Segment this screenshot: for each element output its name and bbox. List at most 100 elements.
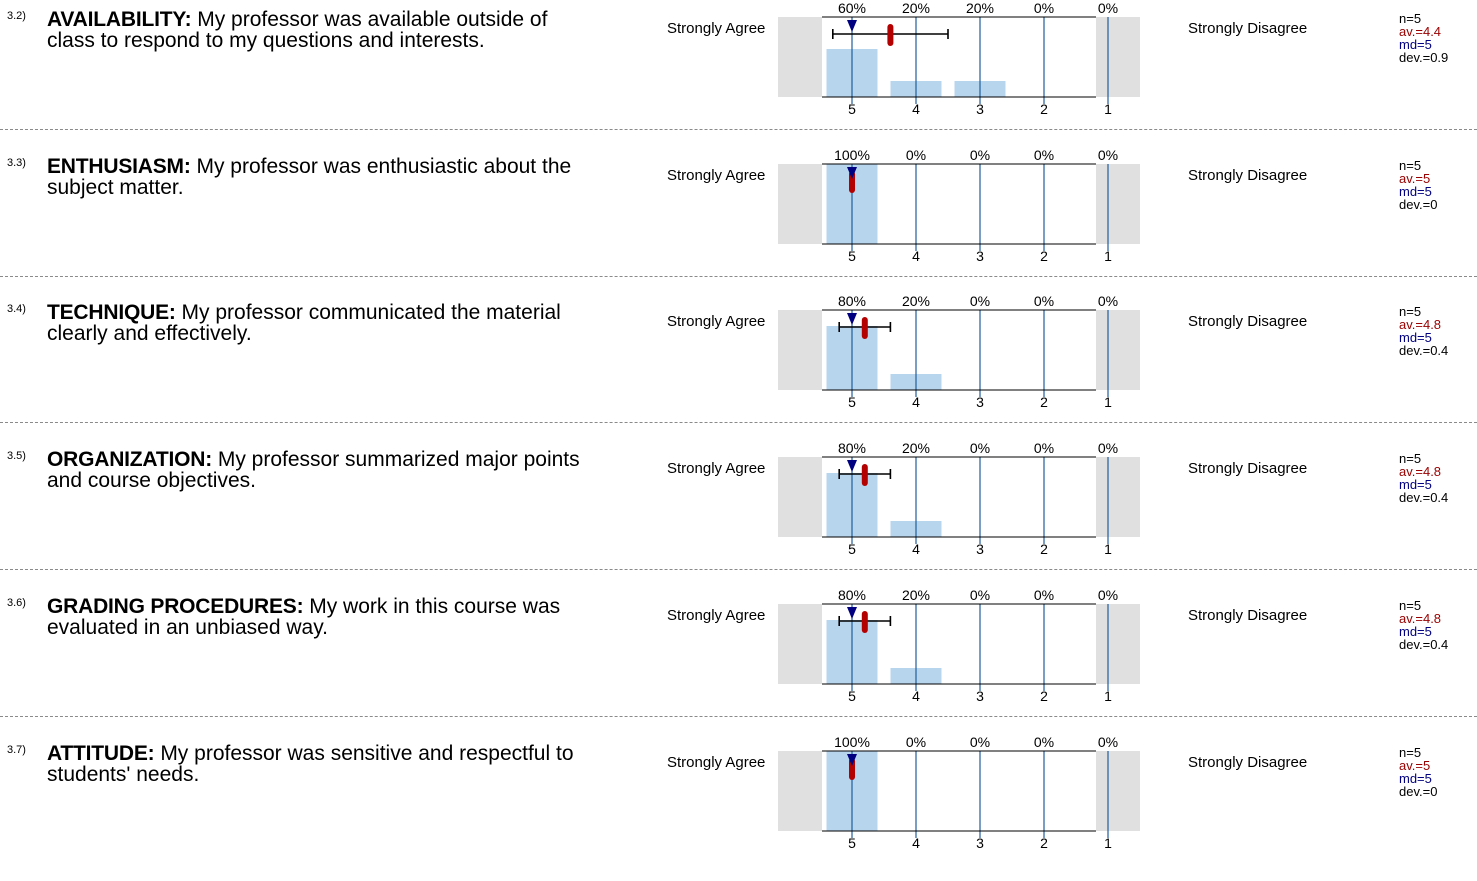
- percent-label: 0%: [1098, 587, 1118, 603]
- scale-shade-left: [778, 163, 822, 244]
- percent-label: 60%: [838, 0, 866, 16]
- percent-label: 0%: [1098, 147, 1118, 163]
- stat-deviation: dev.=0: [1399, 783, 1438, 799]
- percent-label: 0%: [970, 293, 990, 309]
- scale-label-right: Strongly Disagree: [1188, 753, 1308, 771]
- percent-label: 0%: [1034, 293, 1054, 309]
- score-tick-label: 1: [1104, 248, 1112, 264]
- score-tick-label: 2: [1040, 248, 1048, 264]
- score-tick-label: 5: [848, 101, 856, 117]
- median-marker: [847, 20, 857, 32]
- item-separator: [0, 422, 1477, 424]
- score-tick-label: 4: [912, 541, 920, 557]
- score-tick-label: 3: [976, 688, 984, 704]
- score-tick-label: 2: [1040, 394, 1048, 410]
- percent-label: 100%: [834, 734, 870, 750]
- question-body: My professor communicated the material c…: [47, 301, 561, 346]
- percent-label: 20%: [966, 0, 994, 16]
- score-tick-label: 4: [912, 835, 920, 851]
- score-tick-label: 2: [1040, 541, 1048, 557]
- question-body: My professor was enthusiastic about the …: [47, 154, 572, 199]
- score-tick-label: 3: [976, 101, 984, 117]
- item-number: 3.4): [7, 303, 26, 316]
- stat-median: md=5: [1399, 770, 1432, 786]
- evaluation-item: 3.3) ENTHUSIASM: My professor was enthus…: [0, 147, 1477, 294]
- stat-average: av.=4.8: [1399, 610, 1442, 626]
- percent-label: 0%: [1034, 0, 1054, 16]
- score-tick-label: 2: [1040, 101, 1048, 117]
- median-marker: [847, 606, 857, 619]
- stat-median: md=5: [1399, 623, 1432, 639]
- question-text: TECHNIQUE: My professor communicated the…: [47, 302, 587, 344]
- stat-median: md=5: [1399, 477, 1432, 493]
- scale-label-left: Strongly Agree: [667, 753, 766, 771]
- percent-label: 80%: [838, 440, 866, 456]
- stat-median: md=5: [1399, 330, 1432, 346]
- stat-deviation: dev.=0.4: [1399, 636, 1449, 652]
- stat-median: md=5: [1399, 37, 1432, 52]
- question-title: ENTHUSIASM:: [47, 154, 191, 178]
- rating-chart: 100% 0% 0% 0% 0% 5 4 3 2 1: [778, 147, 1140, 264]
- score-tick-label: 4: [912, 688, 920, 704]
- stats-block: n=5 av.=4.8 md=5 dev.=0.4: [1399, 452, 1448, 504]
- scale-shade-right: [1096, 163, 1140, 244]
- score-tick-label: 3: [976, 541, 984, 557]
- question-title: GRADING PROCEDURES:: [47, 594, 304, 618]
- score-tick-label: 5: [848, 688, 856, 704]
- evaluation-item: 3.4) TECHNIQUE: My professor communicate…: [0, 293, 1477, 440]
- stat-n: n=5: [1399, 451, 1422, 467]
- scale-shade-left: [778, 310, 822, 391]
- percent-label: 0%: [970, 734, 990, 750]
- scale-shade-right: [1096, 17, 1140, 97]
- item-separator: [0, 275, 1477, 277]
- item-separator: [0, 715, 1477, 717]
- average-marker: [887, 24, 894, 46]
- percent-label: 20%: [902, 440, 930, 456]
- item-separator: [0, 129, 1477, 130]
- score-tick-label: 3: [976, 835, 984, 851]
- scale-label-right: Strongly Disagree: [1188, 313, 1308, 331]
- average-marker: [849, 757, 855, 780]
- scale-label-right: Strongly Disagree: [1188, 166, 1308, 184]
- question-title: AVAILABILITY:: [47, 8, 192, 31]
- score-tick-label: 1: [1104, 688, 1112, 704]
- score-tick-label: 4: [912, 248, 920, 264]
- scale-label-left: Strongly Agree: [667, 606, 766, 624]
- item-number: 3.5): [7, 450, 26, 463]
- evaluation-item: 3.7) ATTITUDE: My professor was sensitiv…: [0, 734, 1477, 881]
- percent-label: 20%: [902, 587, 930, 603]
- question-body: My professor was available outside of cl…: [47, 8, 548, 52]
- item-number: 3.6): [7, 596, 26, 609]
- score-tick-label: 1: [1104, 101, 1112, 117]
- evaluation-item: 3.6) GRADING PROCEDURES: My work in this…: [0, 587, 1477, 734]
- question-text: ORGANIZATION: My professor summarized ma…: [47, 449, 587, 491]
- item-number: 3.7): [7, 743, 26, 756]
- question-body: My work in this course was evaluated in …: [47, 594, 561, 639]
- score-tick-label: 5: [848, 394, 856, 410]
- median-marker: [847, 313, 857, 326]
- stat-deviation: dev.=0: [1399, 196, 1438, 212]
- evaluation-item: 3.2) AVAILABILITY: My professor was avai…: [0, 0, 1477, 147]
- stat-average: av.=5: [1399, 170, 1431, 186]
- score-tick-label: 4: [912, 394, 920, 410]
- stats-block: n=5 av.=4.8 md=5 dev.=0.4: [1399, 599, 1448, 651]
- rating-chart: 80% 20% 0% 0% 0% 5 4 3 2 1: [778, 440, 1140, 557]
- median-marker: [847, 166, 857, 179]
- percent-label: 0%: [970, 147, 990, 163]
- score-tick-label: 1: [1104, 541, 1112, 557]
- average-marker: [849, 170, 855, 193]
- percent-label: 0%: [1098, 293, 1118, 309]
- question-text: GRADING PROCEDURES: My work in this cour…: [47, 596, 587, 638]
- percent-label: 0%: [1098, 734, 1118, 750]
- scale-label-right: Strongly Disagree: [1188, 606, 1308, 624]
- rating-chart: 80% 20% 0% 0% 0% 5 4 3 2 1: [778, 293, 1140, 410]
- percent-label: 0%: [1034, 734, 1054, 750]
- scale-shade-left: [778, 457, 822, 538]
- scale-label-left: Strongly Agree: [667, 313, 766, 331]
- question-text: AVAILABILITY: My professor was available…: [47, 9, 587, 51]
- item-number: 3.2): [7, 10, 26, 22]
- scale-label-left: Strongly Agree: [667, 166, 766, 184]
- score-tick-label: 1: [1104, 394, 1112, 410]
- percent-label: 0%: [1034, 440, 1054, 456]
- stat-deviation: dev.=0.4: [1399, 343, 1449, 359]
